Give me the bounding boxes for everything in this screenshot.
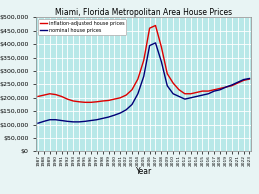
inflation-adjusted house prices xyxy=(113,98,116,100)
inflation-adjusted house prices xyxy=(136,78,139,80)
inflation-adjusted house prices xyxy=(213,89,216,91)
nominal house prices xyxy=(183,98,186,100)
inflation-adjusted house prices xyxy=(171,82,175,84)
inflation-adjusted house prices xyxy=(154,24,157,27)
nominal house prices xyxy=(66,120,69,122)
nominal house prices xyxy=(242,78,245,81)
nominal house prices xyxy=(101,117,104,120)
inflation-adjusted house prices xyxy=(224,86,227,88)
nominal house prices xyxy=(107,116,110,118)
Line: nominal house prices: nominal house prices xyxy=(38,43,249,123)
inflation-adjusted house prices xyxy=(189,93,192,95)
inflation-adjusted house prices xyxy=(160,46,163,48)
inflation-adjusted house prices xyxy=(195,91,198,94)
inflation-adjusted house prices xyxy=(66,98,69,100)
Line: inflation-adjusted house prices: inflation-adjusted house prices xyxy=(38,25,249,102)
Legend: inflation-adjusted house prices, nominal house prices: inflation-adjusted house prices, nominal… xyxy=(38,19,126,35)
nominal house prices xyxy=(189,97,192,99)
inflation-adjusted house prices xyxy=(37,95,40,98)
nominal house prices xyxy=(119,112,122,114)
inflation-adjusted house prices xyxy=(183,93,186,95)
nominal house prices xyxy=(171,93,175,95)
inflation-adjusted house prices xyxy=(89,101,92,103)
inflation-adjusted house prices xyxy=(125,94,128,96)
nominal house prices xyxy=(89,119,92,122)
nominal house prices xyxy=(48,119,51,121)
nominal house prices xyxy=(83,120,87,122)
nominal house prices xyxy=(230,84,233,86)
nominal house prices xyxy=(78,121,81,123)
nominal house prices xyxy=(236,81,239,83)
nominal house prices xyxy=(125,109,128,111)
nominal house prices xyxy=(154,42,157,44)
nominal house prices xyxy=(248,77,251,80)
nominal house prices xyxy=(166,85,169,87)
inflation-adjusted house prices xyxy=(148,27,151,29)
inflation-adjusted house prices xyxy=(131,89,134,91)
inflation-adjusted house prices xyxy=(78,101,81,103)
X-axis label: Year: Year xyxy=(136,167,152,176)
nominal house prices xyxy=(207,93,210,95)
nominal house prices xyxy=(54,119,57,121)
nominal house prices xyxy=(160,61,163,63)
nominal house prices xyxy=(201,94,204,96)
nominal house prices xyxy=(113,114,116,116)
nominal house prices xyxy=(42,120,45,122)
nominal house prices xyxy=(95,119,98,121)
inflation-adjusted house prices xyxy=(219,87,222,90)
nominal house prices xyxy=(142,75,145,78)
nominal house prices xyxy=(195,95,198,98)
nominal house prices xyxy=(72,121,75,123)
inflation-adjusted house prices xyxy=(230,85,233,87)
inflation-adjusted house prices xyxy=(242,79,245,81)
inflation-adjusted house prices xyxy=(236,82,239,84)
inflation-adjusted house prices xyxy=(119,97,122,99)
inflation-adjusted house prices xyxy=(166,73,169,75)
nominal house prices xyxy=(219,89,222,91)
inflation-adjusted house prices xyxy=(248,78,251,80)
nominal house prices xyxy=(131,103,134,106)
inflation-adjusted house prices xyxy=(201,90,204,92)
inflation-adjusted house prices xyxy=(54,93,57,96)
inflation-adjusted house prices xyxy=(177,89,181,91)
inflation-adjusted house prices xyxy=(142,59,145,61)
inflation-adjusted house prices xyxy=(48,93,51,95)
inflation-adjusted house prices xyxy=(60,95,63,98)
nominal house prices xyxy=(37,122,40,124)
inflation-adjusted house prices xyxy=(83,101,87,103)
nominal house prices xyxy=(136,93,139,95)
nominal house prices xyxy=(148,44,151,47)
inflation-adjusted house prices xyxy=(107,99,110,102)
inflation-adjusted house prices xyxy=(101,100,104,102)
inflation-adjusted house prices xyxy=(95,101,98,103)
inflation-adjusted house prices xyxy=(42,94,45,96)
nominal house prices xyxy=(213,90,216,92)
nominal house prices xyxy=(177,95,181,98)
nominal house prices xyxy=(224,86,227,88)
inflation-adjusted house prices xyxy=(207,90,210,92)
nominal house prices xyxy=(60,119,63,122)
Title: Miami, Florida Metropolitan Area House Prices: Miami, Florida Metropolitan Area House P… xyxy=(55,8,232,17)
inflation-adjusted house prices xyxy=(72,100,75,102)
